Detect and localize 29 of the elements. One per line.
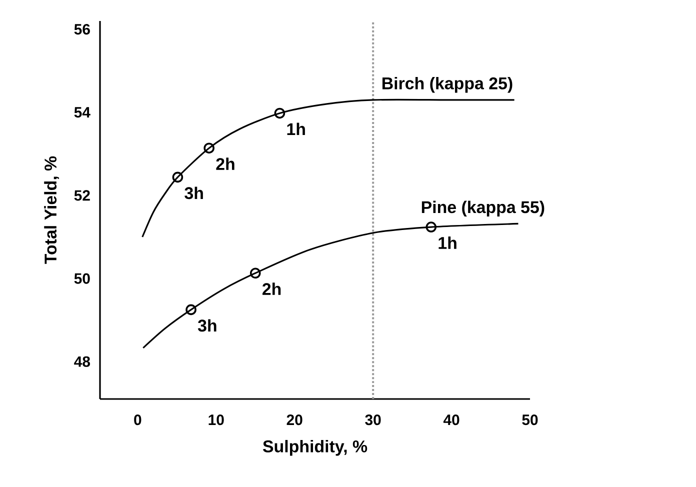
annotation: 1h <box>438 236 456 249</box>
y-tick-label: 56 <box>74 24 90 35</box>
y-tick-label: 52 <box>74 190 90 201</box>
series-label: Pine (kappa 55) <box>422 200 544 217</box>
y-tick-label: 50 <box>74 273 90 284</box>
x-tick-label: 30 <box>365 414 381 426</box>
line-series <box>142 222 520 349</box>
point <box>250 268 261 279</box>
annotation: 2h <box>216 158 234 170</box>
x-tick-label: 40 <box>443 414 460 426</box>
y-tick-label: 48 <box>74 356 90 367</box>
x-axis-title: Sulphidity, % <box>262 440 368 456</box>
y-axis-title: Total Yield, % <box>44 156 60 264</box>
annotation: 2h <box>262 282 281 295</box>
x-tick-label: 50 <box>522 414 538 426</box>
x-tick-label: 0 <box>134 414 142 426</box>
annotation: 3h <box>184 186 203 200</box>
line-series <box>142 98 516 238</box>
y-tick-label: 54 <box>74 107 90 118</box>
series-label: Birch (kappa 25) <box>382 76 512 93</box>
annotation: 1h <box>287 122 305 136</box>
point <box>186 304 196 316</box>
annotation: 3h <box>198 319 216 332</box>
x-tick-label: 10 <box>208 414 224 426</box>
point <box>172 172 184 183</box>
point <box>426 222 437 232</box>
point <box>274 108 286 119</box>
x-tick-label: 20 <box>286 414 302 426</box>
point <box>204 142 214 154</box>
